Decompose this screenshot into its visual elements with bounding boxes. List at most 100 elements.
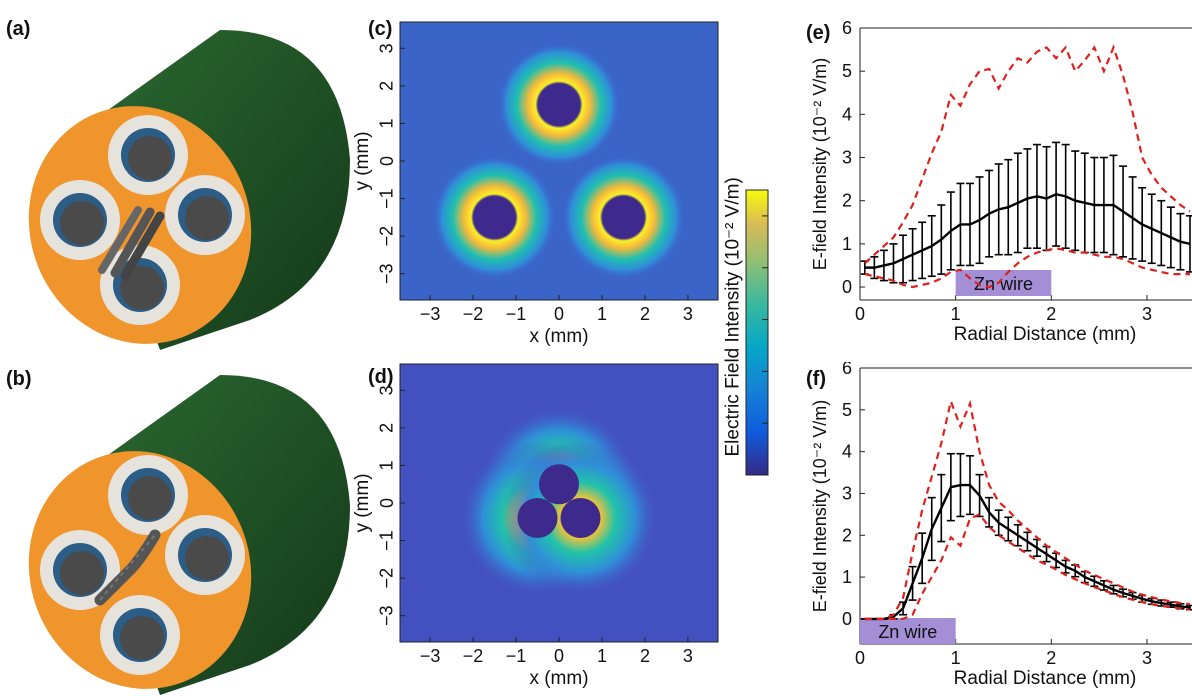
y-axis-label: y (mm)	[352, 473, 373, 532]
field-source-0	[497, 42, 621, 167]
x-tick-label: 1	[951, 304, 961, 324]
mean-line	[864, 192, 1191, 269]
x-tick-label: −1	[506, 646, 527, 666]
x-tick-label: −2	[463, 646, 484, 666]
y-tick-label: 1	[842, 234, 852, 254]
y-tick-label: 6	[842, 18, 852, 38]
field-source-1	[432, 155, 557, 280]
x-tick-label: 2	[1046, 648, 1056, 668]
panel-label-e: (e)	[806, 22, 831, 44]
cable-render-b	[28, 375, 350, 695]
y-tick-label: −3	[377, 605, 397, 626]
zn-wire-straight	[98, 206, 165, 281]
mean-line	[864, 483, 1191, 621]
y-tick-label: 4	[842, 104, 852, 124]
panel-label-b: (b)	[6, 368, 32, 390]
y-axis-label: E-field Intensity (10⁻² V/m)	[810, 58, 830, 271]
y-tick-label: 2	[842, 191, 852, 211]
x-axis-label: x (mm)	[529, 326, 588, 347]
plot-area	[860, 44, 1192, 289]
y-tick-label: 2	[377, 423, 397, 433]
tube-right	[165, 175, 245, 255]
x-tick-label: 3	[683, 646, 693, 666]
y-tick-label: 4	[842, 442, 852, 462]
panel-label-c: (c)	[368, 18, 393, 40]
y-axis-label: y (mm)	[352, 131, 373, 190]
y-tick-label: 3	[842, 483, 852, 503]
line-chart-f: 0 1 2 3 0 1 2 3 4 5 6 Radial Distance (mm) E-field I…	[810, 362, 1192, 689]
cable-face	[28, 451, 252, 689]
y-tick-label: 0	[377, 156, 397, 166]
plot-area	[860, 397, 1192, 621]
panel-label-a: (a)	[6, 18, 31, 40]
y-tick-label: 1	[377, 460, 397, 470]
y-tick-label: 1	[377, 118, 397, 128]
zn-wire-twisted	[94, 529, 161, 606]
y-tick-label: 0	[842, 609, 852, 629]
x-tick-label: 0	[855, 304, 865, 324]
wire-core-2	[560, 498, 601, 539]
zn-wire-label-box	[955, 270, 1052, 296]
x-tick-label: 1	[597, 646, 607, 666]
tube-left	[40, 180, 120, 260]
y-tick-label: −2	[377, 568, 397, 589]
y-tick-label: 0	[842, 277, 852, 297]
tube-left	[40, 530, 120, 610]
zn-wire-label: Zn wire	[878, 622, 937, 642]
x-tick-label: 2	[640, 646, 650, 666]
line-chart-e: 0 1 2 3 0 1 2 3 4 5 6 Radial Distance (mm) E-field I…	[810, 18, 1192, 345]
colorbar-label: Electric Field Intensity (10⁻² V/m)	[722, 177, 744, 457]
x-axis-label: x (mm)	[529, 668, 588, 689]
cable-render-a	[28, 30, 350, 350]
x-tick-label: 0	[554, 304, 564, 324]
y-tick-label: 1	[842, 567, 852, 587]
x-tick-label: 3	[1142, 304, 1152, 324]
y-tick-label: 0	[377, 498, 397, 508]
x-tick-label: 1	[597, 304, 607, 324]
y-tick-label: 3	[842, 148, 852, 168]
tube-right	[165, 515, 245, 595]
max-dashed-line	[864, 44, 1191, 265]
y-axis-label: E-field Intensity (10⁻² V/m)	[810, 400, 830, 613]
y-tick-label: 5	[842, 61, 852, 81]
wire-core-0	[539, 464, 579, 505]
x-tick-label: −1	[506, 304, 527, 324]
y-tick-label: 5	[842, 400, 852, 420]
y-tick-label: −2	[377, 226, 397, 247]
x-axis-label: Radial Distance (mm)	[954, 324, 1137, 345]
zn-wire-label-box	[860, 618, 956, 644]
panel-label-f: (f)	[806, 368, 826, 390]
x-tick-label: 0	[554, 646, 564, 666]
colorbar-gradient	[745, 189, 769, 476]
y-tick-label: −1	[377, 530, 397, 551]
min-dashed-line	[864, 247, 1190, 289]
x-tick-label: −2	[463, 304, 484, 324]
heatmap-c: −3 −2 −1 0 1 2 3 3 2 1 0 −1 −2 −3 x (mm) y (mm)	[352, 21, 719, 347]
y-tick-label: 3	[377, 43, 397, 53]
zn-wire-label: Zn wire	[974, 274, 1033, 294]
field-source-2	[561, 155, 686, 280]
wire-core-1	[517, 498, 558, 539]
x-tick-label: 2	[640, 304, 650, 324]
x-tick-label: −3	[420, 304, 441, 324]
max-dashed-line	[864, 397, 1191, 621]
x-axis-label: Radial Distance (mm)	[954, 668, 1137, 689]
heatmap-d: −3 −2 −1 0 1 2 3 3 2 1 0 −1 −2 −3 x (mm) y (mm)	[352, 363, 719, 689]
y-tick-label: 3	[377, 385, 397, 395]
y-tick-label: −1	[377, 188, 397, 209]
x-tick-label: 3	[683, 304, 693, 324]
x-tick-label: 0	[855, 648, 865, 668]
x-tick-label: 3	[1142, 648, 1152, 668]
min-dashed-line	[864, 513, 1191, 621]
y-tick-label: 2	[842, 525, 852, 545]
tube-top	[108, 455, 188, 535]
panel-label-d: (d)	[368, 366, 394, 388]
y-tick-label: −3	[377, 263, 397, 284]
x-tick-label: 2	[1046, 304, 1056, 324]
tube-top	[108, 115, 188, 195]
y-tick-label: 6	[842, 362, 852, 378]
x-tick-label: 1	[951, 648, 961, 668]
x-tick-label: −3	[420, 646, 441, 666]
y-tick-label: 2	[377, 81, 397, 91]
